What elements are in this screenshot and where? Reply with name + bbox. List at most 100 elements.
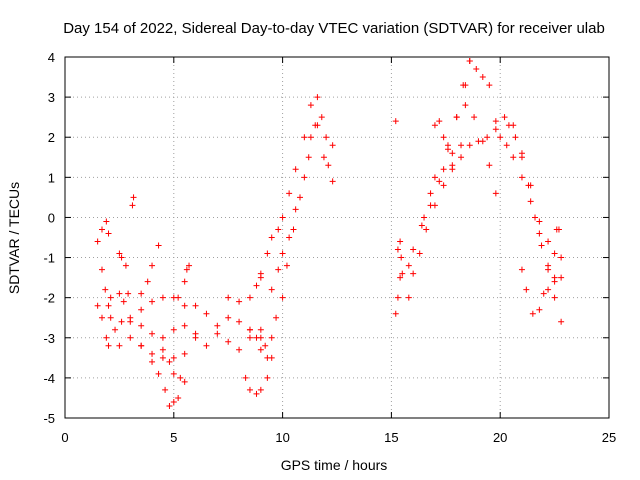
- data-point: [536, 306, 543, 313]
- data-point: [532, 214, 539, 221]
- series-track-12: [127, 294, 188, 321]
- data-point: [264, 374, 271, 381]
- data-point: [118, 318, 125, 325]
- data-point: [538, 242, 545, 249]
- y-tick-label: 4: [48, 50, 55, 65]
- series-track-2: [94, 218, 112, 245]
- data-point: [246, 326, 253, 333]
- data-point: [398, 254, 405, 261]
- data-point: [492, 118, 499, 125]
- data-point: [458, 154, 465, 161]
- data-point: [118, 254, 125, 261]
- data-point: [149, 298, 156, 305]
- series-track-25: [394, 238, 406, 277]
- series-track-26: [392, 118, 399, 125]
- data-point: [460, 82, 467, 89]
- data-point: [159, 334, 166, 341]
- data-point: [268, 286, 275, 293]
- data-point: [527, 198, 534, 205]
- data-point: [246, 334, 253, 341]
- data-point: [545, 266, 552, 273]
- series-track-29: [421, 126, 499, 221]
- data-point: [181, 278, 188, 285]
- data-point: [462, 102, 469, 109]
- series-track-20: [268, 94, 321, 293]
- series-track-6: [138, 342, 182, 409]
- data-point: [181, 350, 188, 357]
- data-point: [518, 174, 525, 181]
- series-track-4: [112, 318, 199, 341]
- data-point: [551, 294, 558, 301]
- data-point: [431, 122, 438, 129]
- data-point: [138, 322, 145, 329]
- data-point: [105, 230, 112, 237]
- data-point: [307, 102, 314, 109]
- data-point: [129, 202, 136, 209]
- data-point: [170, 370, 177, 377]
- data-point: [246, 294, 253, 301]
- data-point: [246, 386, 253, 393]
- data-point: [399, 270, 406, 277]
- data-point: [505, 122, 512, 129]
- data-point: [536, 230, 543, 237]
- data-point: [116, 250, 123, 257]
- series-track-15: [192, 302, 264, 341]
- x-tick-label: 20: [493, 430, 507, 445]
- data-point: [166, 402, 173, 409]
- data-point: [301, 134, 308, 141]
- data-point: [479, 138, 486, 145]
- data-point: [397, 274, 404, 281]
- data-point: [273, 314, 280, 321]
- data-point: [98, 314, 105, 321]
- y-tick-label: 1: [48, 170, 55, 185]
- data-point: [116, 342, 123, 349]
- data-point: [497, 134, 504, 141]
- data-point: [225, 314, 232, 321]
- data-point: [558, 318, 565, 325]
- series-track-34: [497, 134, 558, 285]
- series-track-3: [98, 266, 114, 321]
- data-point: [518, 266, 525, 273]
- data-point: [275, 226, 282, 233]
- data-point: [486, 82, 493, 89]
- y-tick-label: -5: [43, 411, 55, 426]
- data-point: [525, 182, 532, 189]
- data-point: [236, 318, 243, 325]
- data-point: [116, 290, 123, 297]
- data-point: [394, 294, 401, 301]
- data-point: [312, 122, 319, 129]
- data-point: [257, 274, 264, 281]
- series-track-36: [518, 266, 547, 317]
- data-point: [440, 166, 447, 173]
- series-track-16: [225, 270, 264, 305]
- data-point: [523, 286, 530, 293]
- data-point: [107, 314, 114, 321]
- data-point: [492, 190, 499, 197]
- data-point: [181, 378, 188, 385]
- data-point: [253, 390, 260, 397]
- data-point: [94, 238, 101, 245]
- data-point: [392, 310, 399, 317]
- series-track-13: [175, 262, 193, 301]
- data-point: [427, 202, 434, 209]
- data-point: [551, 274, 558, 281]
- data-point: [405, 294, 412, 301]
- data-point: [453, 114, 460, 121]
- data-point: [492, 126, 499, 133]
- data-point: [149, 350, 156, 357]
- data-point: [112, 326, 119, 333]
- series-track-9: [116, 290, 132, 305]
- data-point: [170, 326, 177, 333]
- data-point: [466, 58, 473, 65]
- data-point: [405, 262, 412, 269]
- data-point: [149, 262, 156, 269]
- data-point: [214, 330, 221, 337]
- data-point: [518, 154, 525, 161]
- data-point: [536, 218, 543, 225]
- data-point: [486, 162, 493, 169]
- data-point: [473, 66, 480, 73]
- series-track-32: [462, 102, 499, 197]
- data-point: [159, 294, 166, 301]
- x-tick-label: 25: [602, 430, 616, 445]
